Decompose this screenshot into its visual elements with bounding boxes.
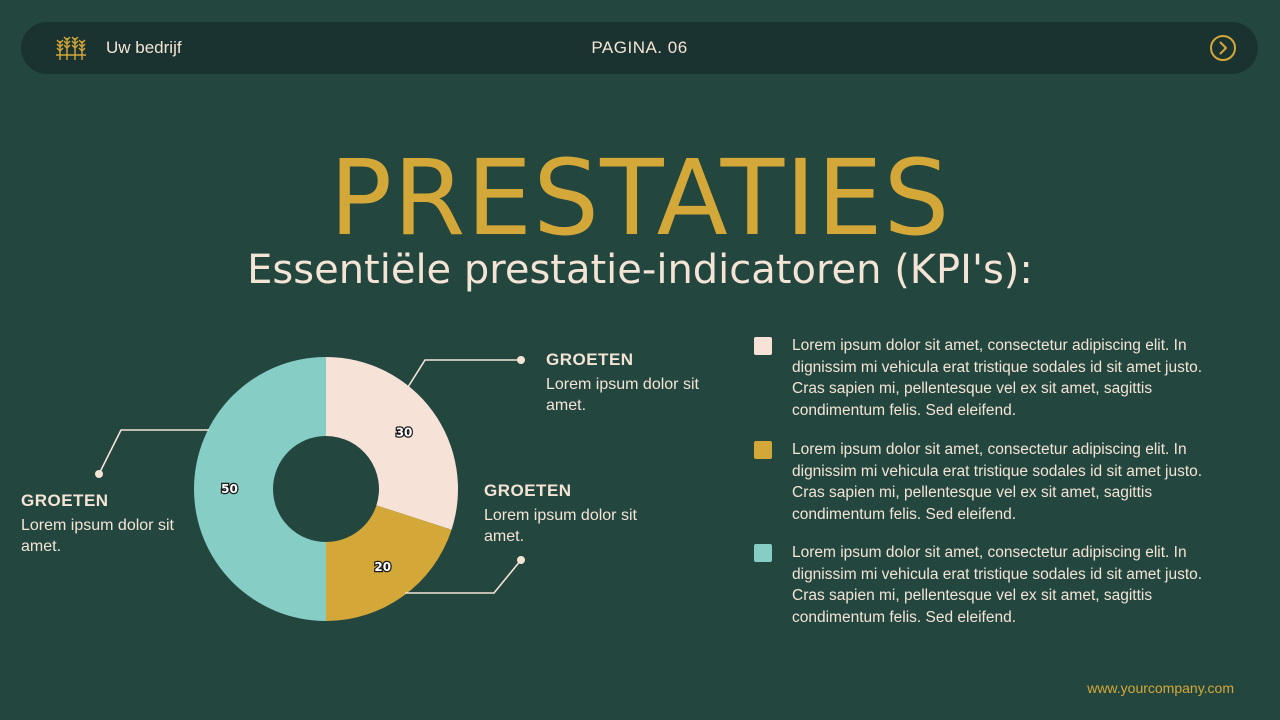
callout-heading: GROETEN [484, 481, 572, 500]
website-link[interactable]: www.yourcompany.com [1087, 680, 1234, 696]
donut-chart: 30 20 50 [95, 356, 525, 621]
top-bar: Uw bedrijf PAGINA. 06 [21, 22, 1258, 74]
legend-swatch-teal [754, 544, 772, 562]
donut-slice [326, 357, 458, 530]
callout-top: GROETEN Lorem ipsum dolor sit amet. [546, 350, 706, 416]
company-name: Uw bedrijf [106, 38, 182, 57]
legend-swatch-gold [754, 441, 772, 459]
callout-text: Lorem ipsum dolor sit amet. [546, 376, 699, 414]
legend-swatch-cream [754, 337, 772, 355]
callout-dot-left [95, 470, 103, 478]
page-title: PRESTATIES [329, 137, 951, 259]
callout-heading: GROETEN [21, 491, 109, 510]
callout-text: Lorem ipsum dolor sit amet. [484, 507, 637, 545]
callout-connector-left [98, 429, 209, 475]
callout-bottom: GROETEN Lorem ipsum dolor sit amet. [484, 481, 644, 547]
legend-text: Lorem ipsum dolor sit amet, consectetur … [792, 441, 1203, 523]
legend-text: Lorem ipsum dolor sit amet, consectetur … [792, 544, 1203, 626]
legend-text: Lorem ipsum dolor sit amet, consectetur … [792, 337, 1203, 419]
callout-connector-top [407, 359, 521, 388]
page-subtitle: Essentiële prestatie-indicatoren (KPI's)… [247, 247, 1033, 293]
wheat-icon [56, 36, 86, 60]
chevron-right-circle-icon[interactable] [1209, 34, 1237, 62]
page-number: PAGINA. 06 [591, 38, 688, 57]
donut-slice [194, 357, 326, 621]
donut-data-label: 50 [221, 482, 238, 496]
callout-left: GROETEN Lorem ipsum dolor sit amet. [21, 491, 181, 557]
callout-connector-bottom [405, 559, 522, 594]
donut-data-label: 30 [396, 425, 413, 439]
callout-text: Lorem ipsum dolor sit amet. [21, 517, 174, 555]
donut-data-label: 20 [374, 560, 391, 574]
donut-slice [326, 505, 452, 621]
callout-dot-bottom [517, 556, 525, 564]
callout-heading: GROETEN [546, 350, 634, 369]
callout-dot-top [517, 356, 525, 364]
